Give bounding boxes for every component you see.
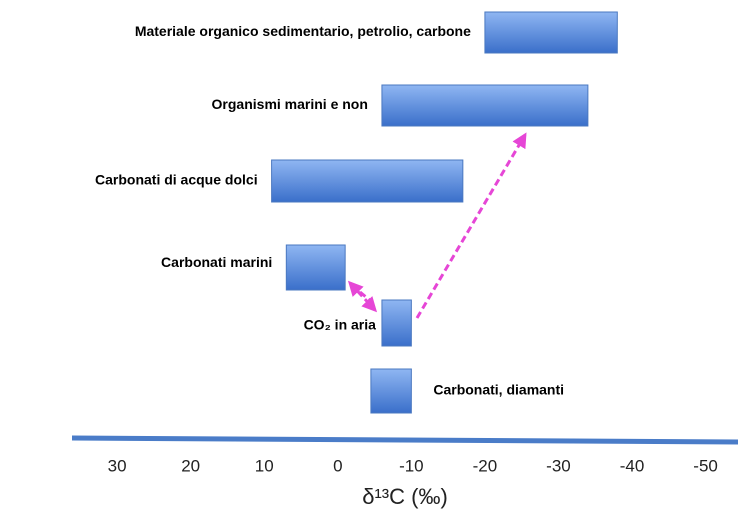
bar xyxy=(381,84,589,127)
category-label: Organismi marini e non xyxy=(212,96,368,112)
axis-line xyxy=(71,435,738,445)
x-tick-label: -50 xyxy=(693,456,718,475)
x-tick-label: 10 xyxy=(255,456,274,475)
bar xyxy=(271,159,464,203)
arrow xyxy=(359,290,373,304)
x-tick-label: 30 xyxy=(108,456,127,475)
category-label: CO₂ in aria xyxy=(304,317,377,333)
bar xyxy=(285,244,346,291)
bar xyxy=(381,299,412,347)
bar xyxy=(370,368,412,414)
category-label: Carbonati, diamanti xyxy=(433,382,564,398)
category-label: Carbonati di acque dolci xyxy=(95,172,258,188)
category-label: Carbonati marini xyxy=(161,254,272,270)
bar xyxy=(484,11,618,54)
x-tick-label: -20 xyxy=(473,456,498,475)
x-tick-label: -30 xyxy=(546,456,571,475)
x-tick-label: 0 xyxy=(333,456,342,475)
x-tick-label: -40 xyxy=(620,456,645,475)
x-tick-label: -10 xyxy=(399,456,424,475)
x-axis-label: δ¹³C (‰) xyxy=(362,484,448,509)
x-tick-label: 20 xyxy=(181,456,200,475)
arrow xyxy=(415,132,527,319)
category-label: Materiale organico sedimentario, petroli… xyxy=(135,23,471,39)
arrow xyxy=(347,280,378,313)
